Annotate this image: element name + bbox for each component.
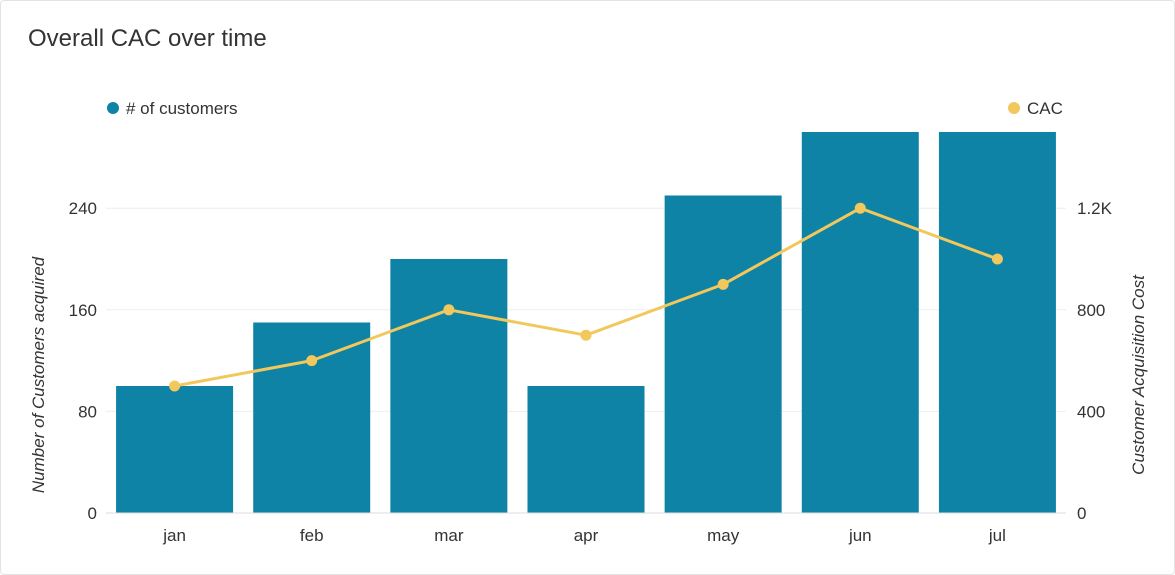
y-tick-label: 80 — [78, 402, 97, 421]
x-tick-label: jun — [848, 526, 872, 545]
y-tick-label: 160 — [69, 301, 97, 320]
y2-tick-label: 1.2K — [1077, 199, 1113, 218]
gridlines — [106, 207, 1066, 412]
cac-point — [580, 329, 592, 341]
bar-series — [116, 132, 1056, 513]
line-series — [169, 202, 1003, 392]
legend-label: CAC — [1027, 99, 1063, 118]
legend: # of customers CAC — [107, 99, 1063, 118]
bar — [390, 259, 508, 513]
cac-point — [306, 355, 318, 367]
x-tick-label: jul — [988, 526, 1006, 545]
legend-marker — [107, 102, 119, 114]
x-tick-label: feb — [300, 526, 324, 545]
bar — [527, 386, 645, 513]
y-axis-title: Number of Customers acquired — [29, 256, 48, 493]
cac-point — [991, 253, 1003, 265]
cac-point — [854, 202, 866, 214]
axes: 0 80 160 240 0 400 800 1.2K jan feb mar apr may jun ju… — [29, 199, 1148, 545]
chart-title: Overall CAC over time — [28, 25, 267, 52]
bar — [253, 322, 371, 513]
cac-point — [443, 304, 455, 316]
y2-tick-label: 400 — [1077, 402, 1105, 421]
x-tick-label: jan — [162, 526, 186, 545]
cac-point — [169, 380, 181, 392]
y-tick-label: 240 — [69, 199, 97, 218]
bar — [664, 195, 782, 513]
y2-axis-title: Customer Acquisition Cost — [1129, 274, 1148, 475]
bar — [801, 132, 919, 513]
x-tick-label: apr — [574, 526, 599, 545]
x-tick-label: may — [707, 526, 740, 545]
y2-tick-label: 800 — [1077, 301, 1105, 320]
y2-tick-label: 0 — [1077, 504, 1086, 523]
x-tick-label: mar — [434, 526, 464, 545]
cac-point — [717, 278, 729, 290]
bar — [116, 386, 234, 513]
legend-label: # of customers — [126, 99, 238, 118]
bar — [938, 132, 1056, 513]
y-tick-label: 0 — [88, 504, 97, 523]
legend-marker — [1008, 102, 1020, 114]
